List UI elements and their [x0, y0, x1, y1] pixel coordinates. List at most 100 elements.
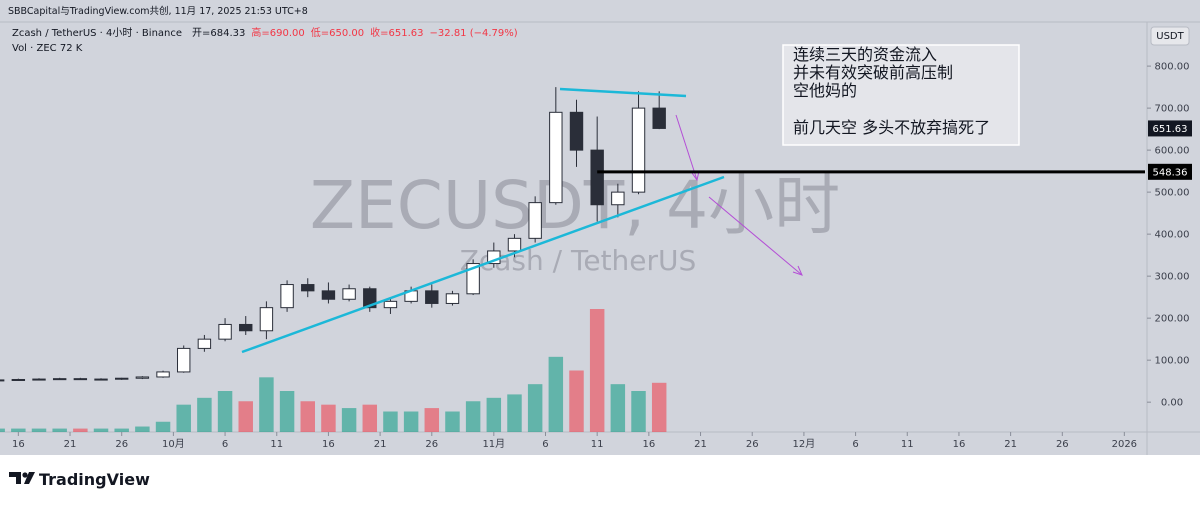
volume-bar — [589, 309, 605, 432]
volume-bar — [527, 384, 543, 432]
x-tick-label: 6 — [222, 439, 228, 450]
candle-body — [342, 288, 356, 300]
candle-body — [528, 202, 542, 239]
x-tick-label: 26 — [425, 439, 438, 450]
volume-bar — [424, 408, 440, 432]
x-tick-label: 21 — [1004, 439, 1017, 450]
x-tick-label: 26 — [115, 439, 128, 450]
y-tick-label: 100.00 — [1155, 356, 1190, 367]
volume-bar — [631, 391, 646, 432]
volume-bar — [197, 397, 212, 432]
volume-bar — [321, 404, 336, 432]
y-tick-label: 800.00 — [1155, 62, 1190, 73]
price-label: 651.63 — [1153, 124, 1188, 135]
currency-button[interactable] — [1150, 26, 1190, 46]
volume-bar — [217, 391, 233, 432]
brand: TradingView — [39, 470, 150, 489]
x-tick-label: 21 — [64, 439, 77, 450]
y-tick-label: 400.00 — [1155, 230, 1190, 241]
volume-bar — [486, 397, 502, 432]
candle-body — [94, 378, 108, 381]
candle-body — [611, 191, 625, 206]
candle-body — [590, 149, 604, 206]
arrows — [675, 114, 803, 276]
candle-body — [239, 323, 253, 332]
y-tick-label: 200.00 — [1155, 314, 1190, 325]
candle-body — [156, 371, 170, 378]
volume-bar — [93, 428, 109, 432]
volume-bar — [383, 411, 398, 432]
candle-body — [114, 377, 129, 380]
candle-body — [11, 378, 26, 381]
y-tick-label: 0.00 — [1161, 398, 1183, 409]
candle-body — [507, 237, 522, 252]
candle-body — [321, 290, 336, 300]
volume-bar — [114, 428, 129, 432]
volume-bar — [52, 428, 67, 432]
candle-body — [425, 290, 439, 304]
volume-bar — [548, 356, 564, 432]
y-tick-label: 300.00 — [1155, 272, 1190, 283]
x-tick-label: 16 — [12, 439, 25, 450]
x-tick-label: 2026 — [1112, 439, 1137, 450]
ohlc-legend: −32.81 (−4.79%) — [430, 28, 518, 39]
candle-body — [218, 323, 232, 340]
candle-body — [363, 288, 377, 309]
volume-bar — [155, 421, 171, 432]
candle-body — [0, 379, 5, 382]
candle-body — [32, 378, 46, 381]
annotation-text: 空他妈的 — [793, 81, 857, 100]
volume-bar — [0, 428, 5, 432]
x-tick-label: 11月 — [482, 438, 505, 450]
volume-bar — [362, 404, 378, 432]
volume-bar — [651, 382, 667, 432]
trend-line — [241, 175, 725, 354]
x-tick-label: 16 — [642, 439, 655, 450]
candle-body — [569, 111, 584, 151]
volume-legend: Vol · ZEC 72 K — [12, 43, 83, 54]
watermark: ZECUSDT, 4小时 — [310, 167, 840, 244]
ohlc-legend: 高=690.00 — [251, 26, 304, 39]
volume-bar — [300, 401, 315, 432]
candle-body — [383, 300, 398, 309]
volume-bar — [445, 411, 460, 432]
x-tick-label: 11 — [901, 439, 914, 450]
trend-line — [559, 87, 687, 98]
candle-body — [259, 307, 274, 332]
y-tick-label: 600.00 — [1155, 146, 1190, 157]
volume-bar — [507, 394, 522, 432]
candle-body — [73, 378, 88, 381]
volume-bar — [465, 401, 481, 432]
volume-bar — [259, 377, 274, 432]
ohlc-legend: 收=651.63 — [370, 26, 423, 39]
candle-body — [652, 107, 666, 129]
candle-body — [135, 376, 150, 379]
x-tick-label: 26 — [746, 439, 759, 450]
y-tick-label: 500.00 — [1155, 188, 1190, 199]
annotation-box — [782, 44, 1020, 146]
volume-bar — [11, 428, 26, 432]
volume-bar — [238, 401, 253, 432]
x-tick-label: 16 — [953, 439, 966, 450]
candle-body — [301, 284, 315, 292]
x-tick-label: 11 — [270, 439, 283, 450]
volume-bar — [610, 384, 626, 432]
annotation-text: 前几天空 多头不放弃搞死了 — [793, 118, 990, 137]
annotation-text: 连续三天的资金流入 — [793, 45, 937, 64]
x-tick-label: 21 — [374, 439, 387, 450]
x-tick-label: 12月 — [793, 438, 816, 450]
brand-logo — [9, 472, 35, 484]
volume-bar — [176, 404, 191, 432]
y-tick-label: 700.00 — [1155, 104, 1190, 115]
volume-bar — [279, 391, 295, 432]
currency: USDT — [1156, 31, 1184, 42]
price-label-bg — [1148, 120, 1192, 137]
x-tick-label: 26 — [1056, 439, 1069, 450]
candle-body — [52, 378, 67, 381]
volume-bar — [31, 428, 47, 432]
ohlc-legend: 低=650.00 — [311, 26, 364, 39]
volume-bar — [341, 408, 357, 432]
volume-bar — [403, 411, 419, 432]
